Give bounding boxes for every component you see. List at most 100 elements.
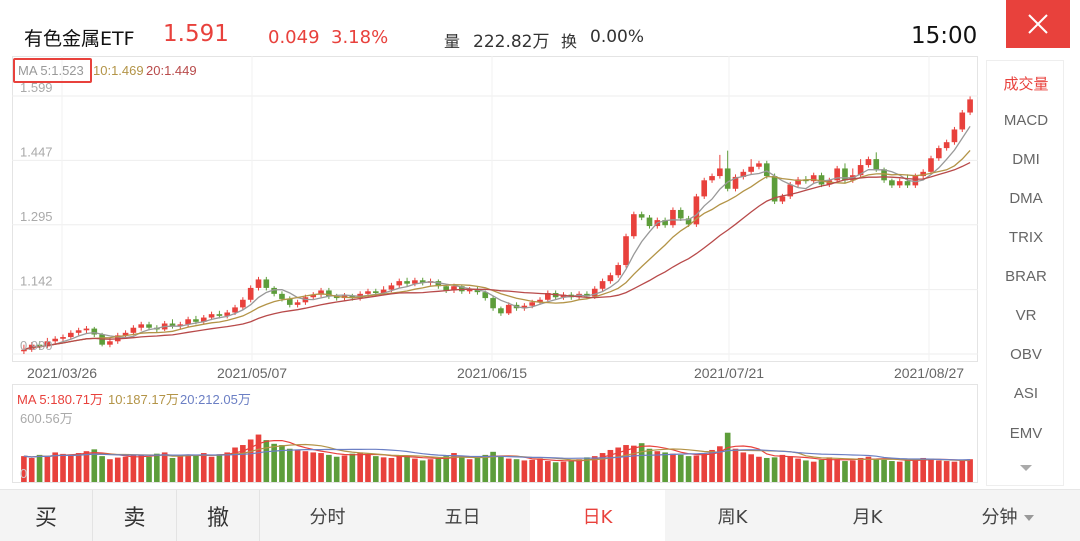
volume-bar [818,459,825,482]
candle-body [91,328,98,335]
tab-divider [92,490,93,541]
candle-body [857,165,864,176]
indicator-vr[interactable]: VR [1015,307,1037,324]
volume-bar [138,455,145,482]
candle-body [623,236,629,266]
volume-bar [803,460,809,482]
volume-bar [279,445,285,482]
candle-body [21,349,27,352]
candle-body [638,214,645,218]
candle-body [396,281,403,286]
candle-body [208,314,215,318]
volume-bar [318,453,324,482]
volume-bar [951,461,958,482]
volume-bar [458,457,465,482]
indicator-trix[interactable]: TRIX [1008,229,1044,246]
candle-body [928,158,934,172]
cancel-order-button[interactable]: 撤 [206,506,229,531]
candle-body [380,289,387,293]
candle-body [943,142,950,149]
volume-bar [756,456,762,482]
candle-body [458,286,465,292]
tab-intraday[interactable]: 分时 [309,507,346,528]
date-tick-label: 2021/08/27 [894,365,964,381]
price-tick-label: 0.990 [20,338,53,353]
candle-body [372,291,379,293]
volume-bar [865,456,872,482]
volume-bar [255,434,262,482]
candle-body [52,338,59,342]
volume-bar [224,452,231,482]
candle-body [271,287,277,294]
candle-body [240,299,246,308]
kline-chart[interactable]: 1.599 1.447 1.295 1.142 0.990 2021/03/26 2021/… [12,56,978,484]
moving-average-lines [23,125,971,462]
kline-chart-svg[interactable]: 1.599 1.447 1.295 1.142 0.990 2021/03/26 2021/… [12,56,978,484]
indicator-macd[interactable]: MACD [1003,112,1049,129]
candle-body [959,112,966,130]
tab-minute[interactable]: 分钟 [935,490,1080,541]
candle-body [560,294,567,298]
indicator-asi[interactable]: ASI [1013,385,1039,402]
tab-five-day[interactable]: 五日 [444,507,481,528]
volume-bar [607,449,614,482]
volume-bar [529,459,536,482]
volume-ma20-line [23,448,971,461]
volume-bar [654,451,661,482]
ma5-legend: MA 5:1.523 [18,63,84,78]
tab-monthly-k[interactable]: 月K [852,507,883,528]
candle-body [685,218,692,225]
candle-body [107,341,113,345]
indicator-dmi[interactable]: DMI [1012,151,1040,168]
tab-divider [259,490,260,541]
volume-value: 222.82万 [473,32,550,52]
price-tick-label: 1.142 [20,274,53,289]
candle-body [443,286,449,291]
volume-bar [576,459,582,482]
vol-ma5-legend: MA 5:180.71万 [17,392,103,407]
volume-bar [881,459,887,482]
candle-body [349,295,356,299]
axis-labels: 1.599 1.447 1.295 1.142 0.990 2021/03/26 2021/… [20,80,964,481]
volume-bar [99,456,105,482]
candle-body [779,196,786,202]
volume-bar [748,454,754,482]
volume-bar [623,445,629,482]
indicator-emv[interactable]: EMV [1009,425,1043,442]
volume-bar [615,447,622,482]
close-x-icon [1028,14,1048,34]
candle-body [881,169,887,181]
volume-bar [122,456,129,482]
indicator-dma[interactable]: DMA [1009,190,1043,207]
volume-bar [83,451,90,482]
volume-bar [482,454,489,482]
buy-button[interactable]: 买 [34,506,57,531]
volume-bar [826,457,833,482]
volume-bar [365,454,371,482]
candle-body [842,168,848,181]
volume-pane-frame [12,384,978,483]
volume-bar [326,454,332,482]
triangle-down-icon[interactable] [1020,465,1032,471]
candle-body [740,171,747,177]
sell-button[interactable]: 卖 [123,506,146,531]
volume-bar [91,449,98,482]
candle-body [412,280,418,284]
date-tick-label: 2021/05/07 [217,365,287,381]
indicator-volume[interactable]: 成交量 [1003,76,1049,93]
indicator-obv[interactable]: OBV [1010,346,1042,363]
candle-body [717,168,723,177]
candle-body [200,317,207,322]
candle-body [631,214,637,237]
turnover-label: 换 [561,32,578,51]
volume-bar [709,449,715,482]
tab-weekly-k[interactable]: 周K [717,507,748,528]
tab-daily-k[interactable]: 日K [530,490,665,541]
volume-bar [247,439,254,482]
volume-bar [240,445,246,482]
last-price: 1.591 [163,21,229,47]
volume-bar [107,459,113,482]
volume-bar [552,462,559,482]
indicator-brar[interactable]: BRAR [1005,268,1047,285]
close-button[interactable] [1006,0,1070,48]
